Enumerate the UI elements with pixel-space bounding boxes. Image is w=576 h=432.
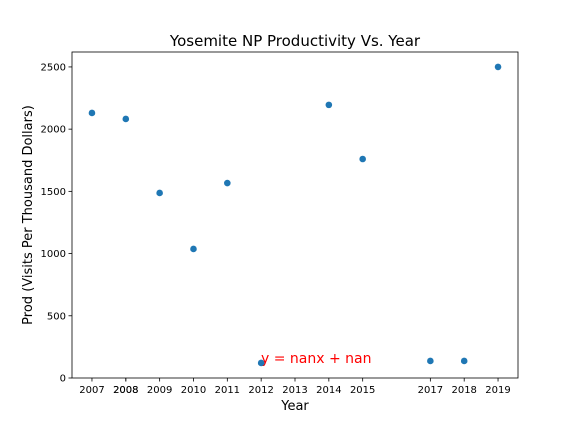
x-tick-label: 2012 bbox=[248, 385, 273, 396]
point bbox=[88, 109, 96, 117]
x-tick-label: 2019 bbox=[485, 385, 510, 396]
point bbox=[190, 245, 197, 253]
x-tick-label: 2010 bbox=[181, 385, 206, 396]
point bbox=[427, 357, 434, 365]
y-axis-label: Prod (Visits Per Thousand Dollars) bbox=[21, 105, 36, 325]
x-tick-label: 2018 bbox=[451, 385, 476, 396]
point bbox=[494, 63, 502, 71]
chart-title: Yosemite NP Productivity Vs. Year bbox=[169, 32, 421, 50]
y-tick-label: 500 bbox=[47, 311, 66, 322]
x-tick-label: 2015 bbox=[350, 385, 375, 396]
point bbox=[156, 189, 163, 197]
y-tick-label: 2000 bbox=[41, 125, 66, 136]
point bbox=[325, 101, 333, 109]
x-tick-label: 2008 bbox=[113, 385, 138, 396]
y-tick-label: 1500 bbox=[41, 187, 66, 198]
point bbox=[359, 155, 366, 163]
x-tick-label: 2009 bbox=[147, 385, 172, 396]
point bbox=[257, 359, 265, 367]
point bbox=[224, 179, 231, 187]
x-tick-label: 2013 bbox=[282, 385, 307, 396]
x-tick-label: 2014 bbox=[316, 385, 341, 396]
x-axis-label: Year bbox=[280, 399, 309, 414]
y-tick-label: 2500 bbox=[41, 62, 66, 73]
x-tick-label: 2017 bbox=[418, 385, 443, 396]
point bbox=[122, 115, 130, 123]
annotation: y = nanx + nan bbox=[261, 351, 371, 367]
plot-frame bbox=[71, 51, 519, 379]
y-tick-label: 1000 bbox=[41, 249, 66, 260]
x-tick-label: 2007 bbox=[79, 385, 104, 396]
point bbox=[460, 357, 468, 365]
x-tick-label: 2008 bbox=[113, 385, 138, 396]
x-tick-label: 2011 bbox=[215, 385, 240, 396]
y-tick-label: 0 bbox=[60, 374, 66, 385]
